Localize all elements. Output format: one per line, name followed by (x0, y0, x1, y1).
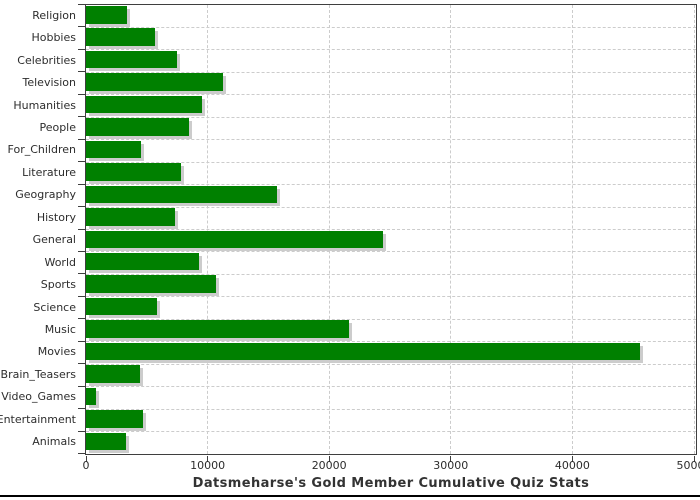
y-axis-tick (78, 363, 86, 364)
category-label: Geography (0, 184, 76, 206)
y-axis-tick (78, 4, 86, 5)
category-label: Brain_Teasers (0, 363, 76, 385)
horizontal-gridline (86, 207, 696, 208)
y-axis-tick (78, 94, 86, 95)
horizontal-gridline (86, 49, 696, 50)
y-axis-tick (78, 273, 86, 274)
bar-people (86, 118, 189, 136)
x-tick-label: 50000 (677, 459, 700, 472)
horizontal-gridline (86, 139, 696, 140)
category-label: People (0, 116, 76, 138)
category-label: History (0, 206, 76, 228)
bar-for_children (86, 141, 141, 159)
bar-video_games (86, 388, 96, 406)
bar-chart: Datsmeharse's Gold Member Cumulative Qui… (0, 0, 700, 500)
x-tick-label: 20000 (312, 459, 347, 472)
category-label: Television (0, 71, 76, 93)
y-axis-tick (78, 206, 86, 207)
category-label: Humanities (0, 94, 76, 116)
y-axis-tick (78, 408, 86, 409)
bar-history (86, 208, 175, 226)
plot-area (85, 4, 697, 455)
bar-general (86, 231, 383, 249)
x-tick-label: 40000 (555, 459, 590, 472)
horizontal-gridline (86, 431, 696, 432)
bar-celebrities (86, 51, 177, 69)
category-label: For_Children (0, 139, 76, 161)
category-label: World (0, 251, 76, 273)
bar-brain_teasers (86, 365, 140, 383)
horizontal-gridline (86, 27, 696, 28)
chart-title: Datsmeharse's Gold Member Cumulative Qui… (193, 476, 590, 491)
y-axis-tick (78, 251, 86, 252)
bar-movies (86, 343, 640, 361)
category-label: Religion (0, 4, 76, 26)
y-axis-tick (78, 184, 86, 185)
bar-science (86, 298, 157, 316)
category-label: General (0, 229, 76, 251)
bar-geography (86, 186, 277, 204)
category-label: Literature (0, 161, 76, 183)
horizontal-gridline (86, 409, 696, 410)
bar-entertainment (86, 410, 143, 428)
x-tick-label: 10000 (190, 459, 225, 472)
x-tick-label: 0 (83, 459, 90, 472)
y-axis-tick (78, 71, 86, 72)
y-axis-tick (78, 161, 86, 162)
horizontal-gridline (86, 364, 696, 365)
y-axis-tick (78, 431, 86, 432)
category-label: Sports (0, 273, 76, 295)
category-label: Science (0, 296, 76, 318)
y-axis-tick (78, 453, 86, 454)
bar-sports (86, 275, 216, 293)
bar-music (86, 320, 349, 338)
y-axis-tick (78, 116, 86, 117)
y-axis-tick (78, 26, 86, 27)
category-label: Animals (0, 431, 76, 453)
y-axis-tick (78, 296, 86, 297)
x-tick-label: 30000 (433, 459, 468, 472)
bar-religion (86, 6, 127, 24)
horizontal-gridline (86, 386, 696, 387)
category-label: Hobbies (0, 26, 76, 48)
horizontal-gridline (86, 296, 696, 297)
category-label: Movies (0, 341, 76, 363)
bar-literature (86, 163, 181, 181)
bar-animals (86, 433, 126, 451)
bottom-border-line (0, 495, 700, 497)
y-axis-tick (78, 341, 86, 342)
y-axis-tick (78, 318, 86, 319)
bar-world (86, 253, 199, 271)
category-label: Celebrities (0, 49, 76, 71)
category-label: Video_Games (0, 386, 76, 408)
y-axis-tick (78, 49, 86, 50)
bar-hobbies (86, 28, 155, 46)
y-axis-tick (78, 229, 86, 230)
bar-humanities (86, 96, 202, 114)
category-label: Music (0, 318, 76, 340)
y-axis-tick (78, 386, 86, 387)
category-label: Entertainment (0, 408, 76, 430)
y-axis-tick (78, 139, 86, 140)
bar-television (86, 73, 223, 91)
